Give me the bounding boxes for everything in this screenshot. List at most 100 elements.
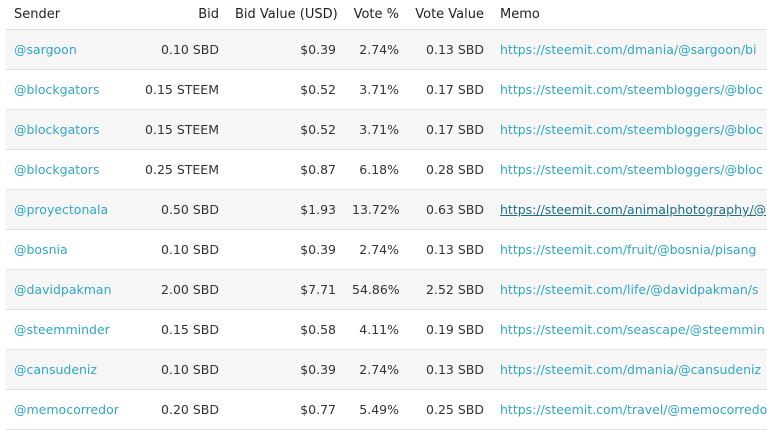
bid-value-cell: $0.52 (227, 69, 344, 110)
sender-cell: @memocorredor (6, 389, 132, 430)
vote-value-cell: 0.17 SBD (407, 109, 492, 150)
memo-link[interactable]: https://steemit.com/travel/@memocorredo (500, 402, 767, 417)
sender-link[interactable]: @bosnia (14, 242, 68, 257)
bid-value-cell: $0.39 (227, 29, 344, 70)
table-row: @steemminder 0.15 SBD $0.58 4.11% 0.19 S… (6, 309, 767, 350)
vote-percent-cell: 3.71% (344, 69, 407, 110)
memo-cell: https://steemit.com/dmania/@cansudeniz (492, 349, 767, 390)
memo-link[interactable]: https://steemit.com/animalphotography/@ (500, 202, 767, 217)
table-row: @proyectonala 0.50 SBD $1.93 13.72% 0.63… (6, 189, 767, 230)
vote-percent-cell: 2.74% (344, 349, 407, 390)
table-header: Sender Bid Bid Value (USD) Vote % Vote V… (6, 0, 767, 30)
table-body: @sargoon 0.10 SBD $0.39 2.74% 0.13 SBD h… (6, 29, 767, 430)
bid-cell: 2.00 SBD (132, 269, 227, 310)
sender-cell: @sargoon (6, 29, 132, 70)
column-header-vote-percent[interactable]: Vote % (344, 0, 407, 30)
vote-value-cell: 0.28 SBD (407, 149, 492, 190)
memo-cell: https://steemit.com/steembloggers/@bloc (492, 149, 767, 190)
vote-percent-cell: 54.86% (344, 269, 407, 310)
memo-link[interactable]: https://steemit.com/steembloggers/@bloc (500, 82, 763, 97)
sender-link[interactable]: @memocorredor (14, 402, 119, 417)
table-row: @memocorredor 0.20 SBD $0.77 5.49% 0.25 … (6, 389, 767, 430)
memo-link[interactable]: https://steemit.com/dmania/@cansudeniz (500, 362, 762, 377)
memo-link[interactable]: https://steemit.com/seascape/@steemmin (500, 322, 765, 337)
bid-cell: 0.10 SBD (132, 229, 227, 270)
table-row: @blockgators 0.15 STEEM $0.52 3.71% 0.17… (6, 69, 767, 110)
bids-table: Sender Bid Bid Value (USD) Vote % Vote V… (6, 0, 767, 430)
vote-value-cell: 0.17 SBD (407, 69, 492, 110)
sender-cell: @davidpakman (6, 269, 132, 310)
bid-value-cell: $1.93 (227, 189, 344, 230)
bid-cell: 0.15 SBD (132, 309, 227, 350)
vote-percent-cell: 4.11% (344, 309, 407, 350)
bid-value-cell: $0.58 (227, 309, 344, 350)
bid-cell: 0.20 SBD (132, 389, 227, 430)
memo-cell: https://steemit.com/fruit/@bosnia/pisang (492, 229, 767, 270)
memo-link[interactable]: https://steemit.com/steembloggers/@bloc (500, 122, 763, 137)
table-row: @blockgators 0.25 STEEM $0.87 6.18% 0.28… (6, 149, 767, 190)
vote-percent-cell: 2.74% (344, 29, 407, 70)
bid-cell: 0.15 STEEM (132, 69, 227, 110)
table-row: @bosnia 0.10 SBD $0.39 2.74% 0.13 SBD ht… (6, 229, 767, 270)
memo-cell: https://steemit.com/seascape/@steemmin (492, 309, 767, 350)
sender-link[interactable]: @davidpakman (14, 282, 112, 297)
column-header-vote-value[interactable]: Vote Value (407, 0, 492, 30)
sender-cell: @proyectonala (6, 189, 132, 230)
sender-cell: @blockgators (6, 109, 132, 150)
bid-cell: 0.15 STEEM (132, 109, 227, 150)
memo-link[interactable]: https://steemit.com/fruit/@bosnia/pisang (500, 242, 757, 257)
column-header-memo[interactable]: Memo (492, 0, 767, 30)
table-row: @cansudeniz 0.10 SBD $0.39 2.74% 0.13 SB… (6, 349, 767, 390)
bid-cell: 0.10 SBD (132, 29, 227, 70)
column-header-bid-value[interactable]: Bid Value (USD) (227, 0, 344, 30)
sender-link[interactable]: @steemminder (14, 322, 110, 337)
table-row: @blockgators 0.15 STEEM $0.52 3.71% 0.17… (6, 109, 767, 150)
sender-cell: @bosnia (6, 229, 132, 270)
header-row: Sender Bid Bid Value (USD) Vote % Vote V… (6, 0, 767, 30)
sender-link[interactable]: @blockgators (14, 82, 100, 97)
bid-value-cell: $0.52 (227, 109, 344, 150)
column-header-bid[interactable]: Bid (132, 0, 227, 30)
vote-percent-cell: 3.71% (344, 109, 407, 150)
bid-cell: 0.25 STEEM (132, 149, 227, 190)
sender-link[interactable]: @blockgators (14, 122, 100, 137)
memo-cell: https://steemit.com/travel/@memocorredo (492, 389, 767, 430)
memo-link[interactable]: https://steemit.com/life/@davidpakman/s (500, 282, 759, 297)
vote-percent-cell: 5.49% (344, 389, 407, 430)
vote-value-cell: 0.13 SBD (407, 29, 492, 70)
memo-link[interactable]: https://steemit.com/dmania/@sargoon/bi (500, 42, 757, 57)
vote-percent-cell: 2.74% (344, 229, 407, 270)
vote-value-cell: 2.52 SBD (407, 269, 492, 310)
sender-link[interactable]: @cansudeniz (14, 362, 97, 377)
vote-value-cell: 0.13 SBD (407, 349, 492, 390)
sender-cell: @steemminder (6, 309, 132, 350)
sender-link[interactable]: @blockgators (14, 162, 100, 177)
memo-cell: https://steemit.com/animalphotography/@ (492, 189, 767, 230)
vote-value-cell: 0.63 SBD (407, 189, 492, 230)
sender-link[interactable]: @sargoon (14, 42, 77, 57)
bid-value-cell: $7.71 (227, 269, 344, 310)
table-row: @sargoon 0.10 SBD $0.39 2.74% 0.13 SBD h… (6, 29, 767, 70)
bid-value-cell: $0.39 (227, 349, 344, 390)
vote-value-cell: 0.25 SBD (407, 389, 492, 430)
bid-cell: 0.50 SBD (132, 189, 227, 230)
sender-cell: @blockgators (6, 149, 132, 190)
sender-cell: @blockgators (6, 69, 132, 110)
bid-value-cell: $0.77 (227, 389, 344, 430)
memo-cell: https://steemit.com/life/@davidpakman/s (492, 269, 767, 310)
bid-value-cell: $0.87 (227, 149, 344, 190)
memo-cell: https://steemit.com/steembloggers/@bloc (492, 69, 767, 110)
memo-cell: https://steemit.com/steembloggers/@bloc (492, 109, 767, 150)
sender-cell: @cansudeniz (6, 349, 132, 390)
sender-link[interactable]: @proyectonala (14, 202, 109, 217)
table-row: @davidpakman 2.00 SBD $7.71 54.86% 2.52 … (6, 269, 767, 310)
vote-percent-cell: 13.72% (344, 189, 407, 230)
vote-value-cell: 0.13 SBD (407, 229, 492, 270)
memo-cell: https://steemit.com/dmania/@sargoon/bi (492, 29, 767, 70)
column-header-sender[interactable]: Sender (6, 0, 132, 30)
bid-cell: 0.10 SBD (132, 349, 227, 390)
vote-percent-cell: 6.18% (344, 149, 407, 190)
memo-link[interactable]: https://steemit.com/steembloggers/@bloc (500, 162, 763, 177)
bid-value-cell: $0.39 (227, 229, 344, 270)
vote-value-cell: 0.19 SBD (407, 309, 492, 350)
